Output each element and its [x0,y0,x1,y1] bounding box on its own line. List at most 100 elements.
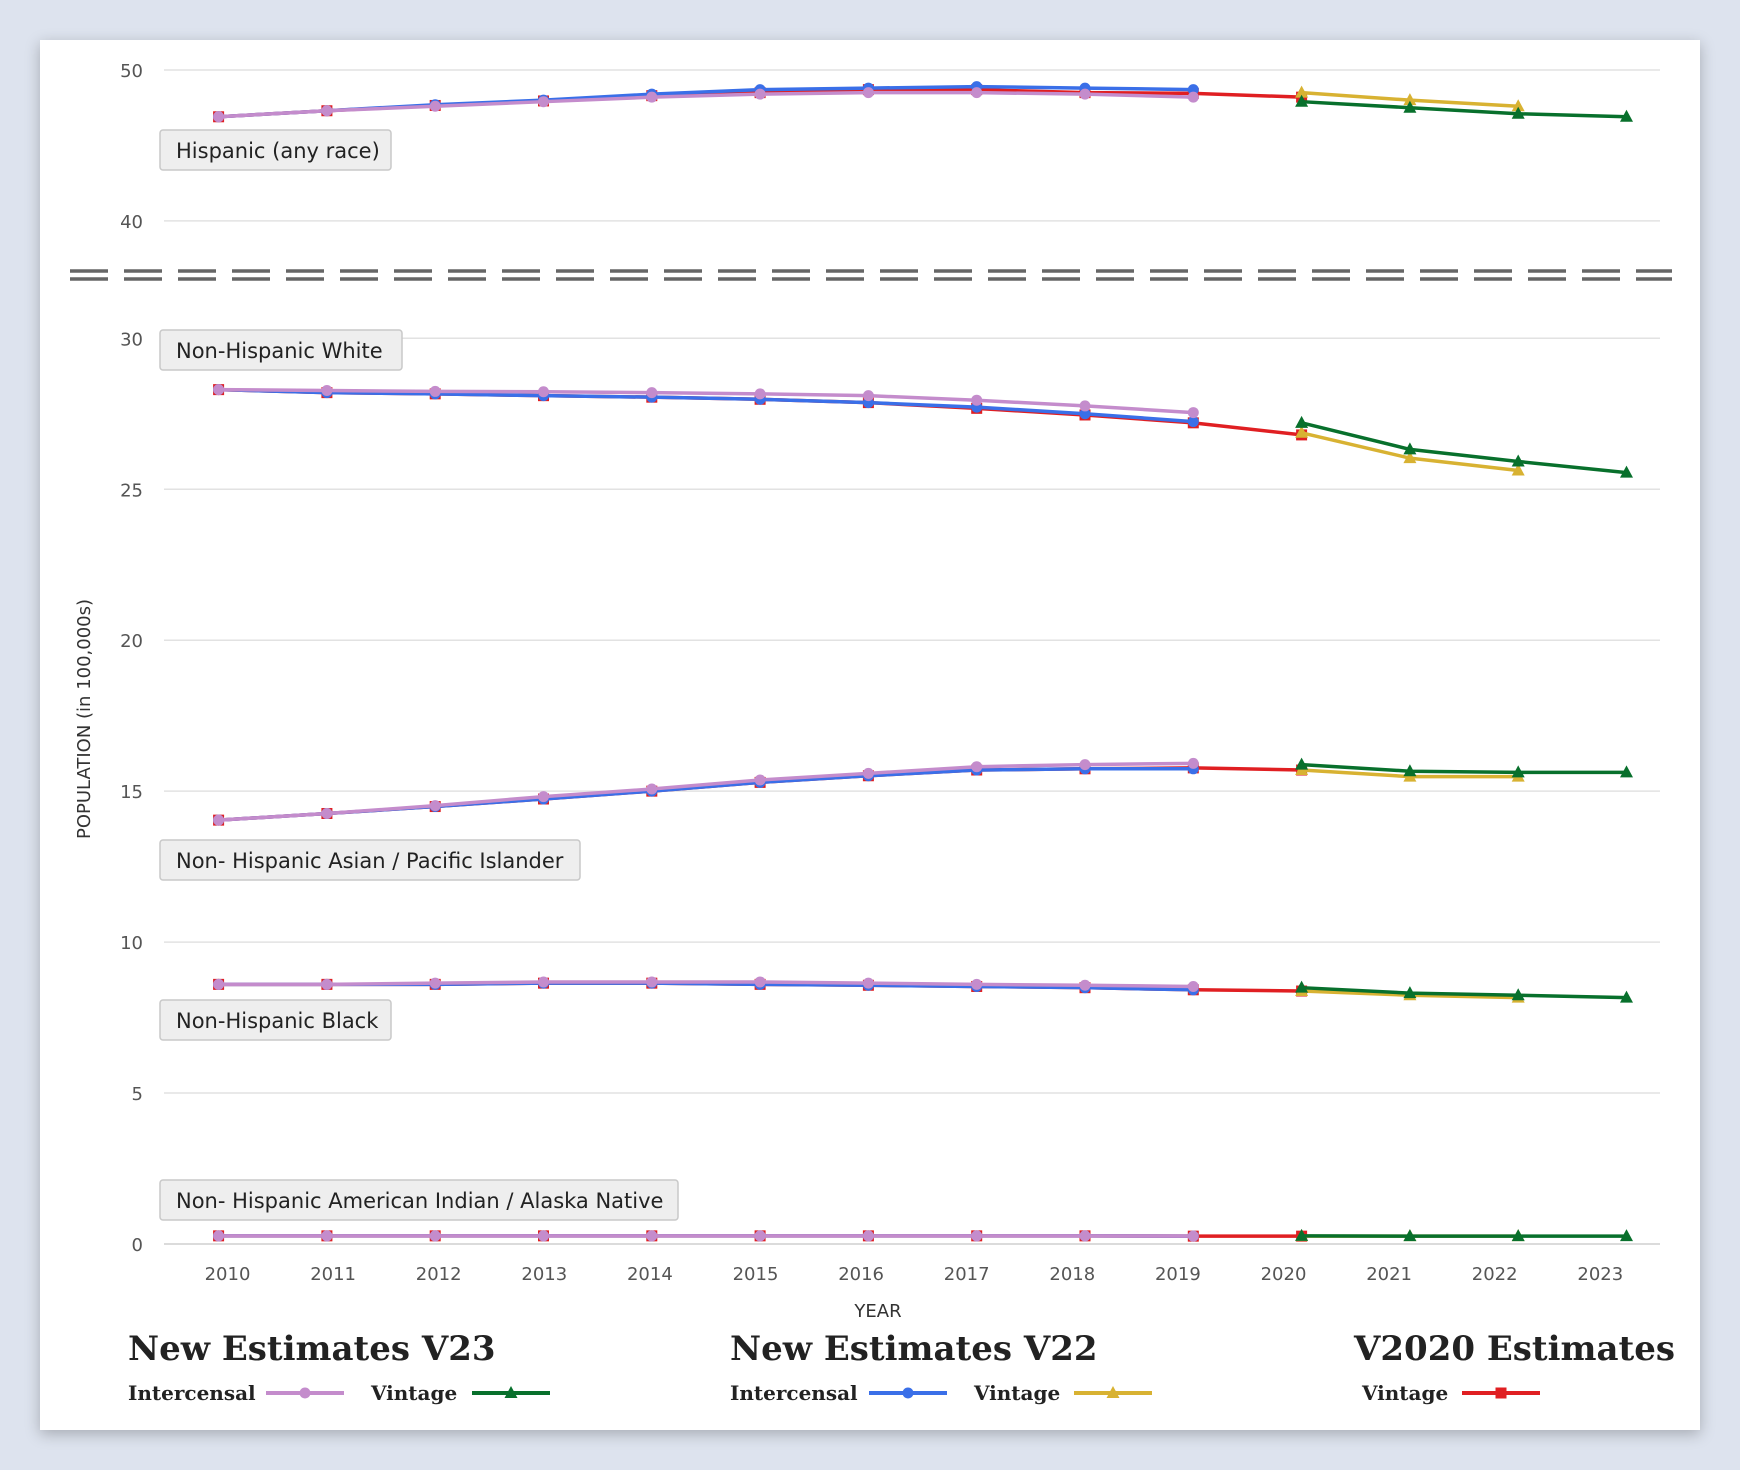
legend-swatch-marker [1106,1386,1120,1398]
series-group [213,976,1633,1003]
v23_intercensal-point [213,1230,225,1242]
v23_intercensal-point [862,977,874,989]
v22_vintage-point [1295,425,1309,438]
v23_intercensal-point [754,388,766,400]
group-label: Non- Hispanic Asian / Pacific Islander [176,849,564,873]
v22_vintage-point [1511,463,1525,476]
v23_vintage-point [1295,980,1309,993]
v23_intercensal-point [862,87,874,99]
v23_intercensal-point [321,1230,333,1242]
v23_intercensal-point [754,976,766,988]
v23_intercensal-point [1079,400,1091,412]
y-tick-label: 40 [120,212,143,233]
v23_intercensal-point [971,87,983,99]
v23_intercensal-point [646,1230,658,1242]
legend-swatch-marker [299,1387,311,1399]
v23_intercensal-point [321,105,333,117]
v23_vintage-point [1295,415,1309,428]
v23_vintage-point [1295,94,1309,107]
v23_intercensal-point [538,386,549,398]
y-tick-label: 5 [132,1084,143,1105]
x-tick-label: 2018 [1049,1264,1095,1285]
series-group [213,757,1633,826]
v23_intercensal-point [538,791,549,803]
x-tick-label: 2013 [521,1264,567,1285]
v23_vintage-line [1301,99,1627,119]
y-tick-label: 0 [132,1235,143,1256]
x-tick-label: 2015 [733,1264,779,1285]
v23_intercensal-point [1079,759,1091,771]
x-tick-label: 2011 [310,1264,356,1285]
v23_intercensal-point [646,976,658,988]
x-tick-label: 2019 [1155,1264,1201,1285]
legend-swatch-marker [504,1386,518,1398]
v22_intercensal-point [1187,84,1199,96]
v22_intercensal-line [218,387,1194,424]
legend-item-label: Intercensal [128,1381,256,1405]
v22_vintage-point [1403,93,1417,106]
v23_intercensal-point [429,385,441,397]
v23_vintage-point [1620,765,1633,778]
v23_intercensal-point [862,1230,874,1242]
v23_intercensal-point [754,1230,766,1242]
legend-item-label: Intercensal [730,1381,858,1405]
v22_intercensal-point [1187,416,1199,428]
v23_intercensal-point [971,1230,983,1242]
v23_intercensal-point [1187,1230,1199,1242]
v23_intercensal-point [1079,979,1091,991]
v23_intercensal-point [213,111,225,123]
v23_intercensal-point [646,387,658,399]
v23_intercensal-point [213,384,225,396]
group-label-box [159,129,392,171]
group-label-box [159,1179,679,1221]
v23_vintage-point [1295,757,1309,770]
x-tick-label: 2020 [1261,1264,1307,1285]
v23_vintage-point [1620,465,1633,478]
series-group [213,384,1633,478]
legend-swatch-marker [1495,1387,1507,1399]
v23_vintage-point [1403,1229,1417,1242]
v22_intercensal-point [1079,408,1091,420]
x-tick-label: 2010 [205,1264,251,1285]
v23_vintage-point [1511,454,1525,467]
v23_intercensal-line [218,387,1194,415]
series-group [213,1228,1633,1242]
v23_intercensal-point [971,394,983,406]
v23_intercensal-line [218,90,1194,119]
v23_vintage-line [1301,762,1627,775]
v23_intercensal-point [429,977,441,989]
x-tick-label: 2022 [1472,1264,1518,1285]
group-label-box [159,839,581,881]
v23_intercensal-point [1187,407,1199,419]
v23_vintage-line [1301,421,1627,475]
y-tick-label: 20 [120,631,143,652]
series-group [213,81,1633,123]
v23_vintage-line [1301,985,1627,1000]
v23_intercensal-point [213,978,225,990]
v23_intercensal-point [538,96,549,108]
x-tick-label: 2014 [627,1264,673,1285]
v23_intercensal-point [321,385,333,397]
v23_intercensal-point [213,814,225,826]
y-tick-label: 50 [120,61,143,82]
v23_intercensal-point [971,761,983,773]
v22_vintage-point [1511,99,1525,112]
v23_vintage-point [1511,1229,1525,1242]
v23_intercensal-point [429,1230,441,1242]
v23_intercensal-point [429,800,441,812]
v23_vintage-point [1403,442,1417,455]
x-tick-label: 2012 [416,1264,462,1285]
v23_intercensal-point [1187,980,1199,992]
v23_vintage-point [1403,100,1417,113]
x-tick-label: 2023 [1577,1264,1623,1285]
v23_vintage-point [1295,1228,1309,1241]
v23_intercensal-point [538,1230,549,1242]
group-label-box [159,329,403,371]
v23_intercensal-point [862,390,874,402]
y-tick-label: 15 [120,782,143,803]
group-label: Hispanic (any race) [176,139,380,163]
legend-group-title: New Estimates V22 [730,1329,1098,1369]
group-label: Non- Hispanic American Indian / Alaska N… [176,1189,663,1213]
v23_intercensal-point [1187,91,1199,103]
